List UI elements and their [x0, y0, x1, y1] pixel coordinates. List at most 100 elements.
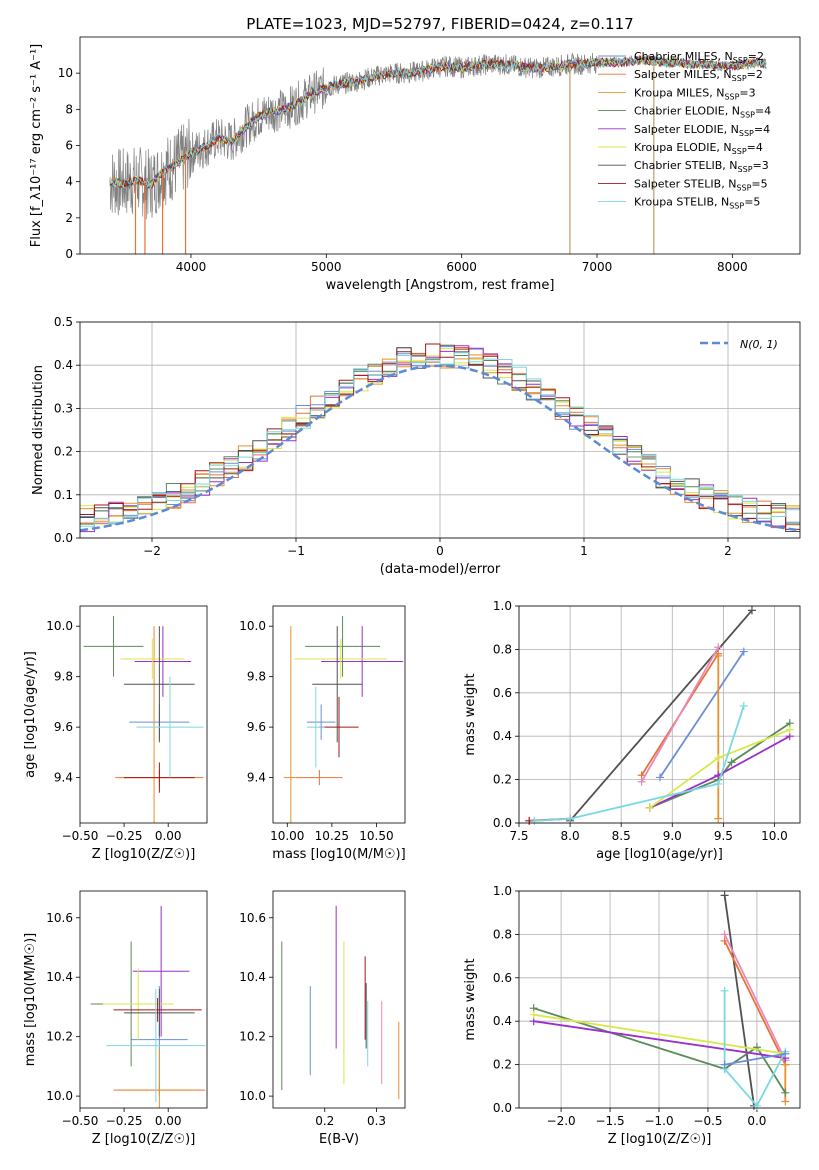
y-tick-label: 0.4: [493, 729, 512, 743]
x-tick-label: 6000: [446, 260, 477, 274]
legend-label: Salpeter MILES, NSSP=2: [634, 68, 763, 83]
weight-point-marker: [739, 701, 748, 710]
x-tick-label: 10.00: [270, 829, 304, 843]
x-tick-label: 1: [580, 544, 588, 558]
axes-frame: [518, 890, 801, 1109]
weight-point-marker: [739, 647, 748, 656]
weight-line: [659, 651, 745, 778]
y-tick-label: 0.0: [493, 816, 512, 830]
weight-point-marker: [781, 1088, 790, 1097]
y-tick-label: 10.6: [46, 911, 73, 925]
weight-line: [533, 1020, 786, 1059]
weight-line: [569, 609, 753, 822]
weight-line: [533, 1013, 786, 1055]
weight-line: [724, 1052, 786, 1066]
y-tick-label: 0.6: [493, 686, 512, 700]
x-axis-label: wavelength [Angstrom, rest frame]: [326, 278, 555, 293]
legend-label: Chabrier STELIB, NSSP=3: [634, 159, 769, 174]
y-tick-label: 9.6: [247, 720, 266, 734]
axes-frame: [79, 890, 208, 1109]
legend-label: Kroupa ELODIE, NSSP=4: [634, 141, 763, 156]
weight-point-marker: [714, 814, 723, 823]
x-tick-label: −0.50: [62, 829, 99, 843]
y-tick-label: 6: [65, 139, 73, 153]
weight-point-marker: [720, 986, 729, 995]
weight-point-marker: [747, 606, 756, 615]
y-axis-label: mass weight: [463, 958, 478, 1040]
weight-point-marker: [714, 651, 723, 660]
y-tick-label: 0.2: [54, 445, 73, 459]
axes-frame: [272, 890, 406, 1109]
y-tick-label: 9.8: [247, 670, 266, 684]
x-tick-label: 0: [436, 544, 444, 558]
x-tick-label: 8.5: [612, 829, 631, 843]
y-tick-label: 1.0: [493, 884, 512, 898]
y-tick-label: 4: [65, 175, 73, 189]
axes-frame: [79, 605, 208, 824]
x-tick-label: 10.50: [359, 829, 393, 843]
x-axis-label: mass [log10(M/M☉)]: [272, 847, 405, 862]
x-tick-label: 5000: [311, 260, 342, 274]
y-axis-label: Flux [f_λ10⁻¹⁷ erg cm⁻² s⁻¹ A⁻¹]: [29, 44, 44, 248]
x-axis-label: (data-model)/error: [380, 562, 501, 577]
weight-line: [723, 895, 755, 1106]
y-tick-label: 10.0: [239, 619, 266, 633]
x-axis-label: Z [log10(Z/Z☉)]: [92, 847, 196, 862]
weight-point-marker: [637, 777, 646, 786]
weight-point-marker: [714, 779, 723, 788]
axes-frame: [79, 36, 801, 255]
figure-title: PLATE=1023, MJD=52797, FIBERID=0424, z=0…: [246, 15, 633, 33]
y-tick-label: 0.8: [493, 642, 512, 656]
x-tick-label: 0.2: [315, 1114, 334, 1128]
weight-point-marker: [530, 816, 539, 825]
y-tick-label: 0.6: [493, 971, 512, 985]
y-tick-label: 10.2: [239, 1030, 266, 1044]
axes-frame: [518, 605, 801, 824]
axes-frame: [79, 321, 801, 539]
y-tick-label: 1.0: [493, 599, 512, 613]
x-tick-label: 0.00: [155, 829, 182, 843]
y-tick-label: 0.0: [493, 1101, 512, 1115]
weight-line: [533, 1007, 787, 1094]
weight-point-marker: [727, 758, 736, 767]
x-tick-label: 9.5: [714, 829, 733, 843]
x-tick-label: −0.25: [106, 829, 143, 843]
weight-line: [534, 705, 745, 822]
weight-point-marker: [781, 1097, 790, 1106]
weight-point-marker: [781, 1049, 790, 1058]
x-tick-label: −2.0: [547, 1114, 576, 1128]
weight-point-marker: [752, 1101, 761, 1110]
weight-point-marker: [714, 753, 723, 762]
x-tick-label: 8000: [717, 260, 748, 274]
x-axis-label: Z [log10(Z/Z☉)]: [608, 1132, 712, 1147]
weight-point-marker: [714, 643, 723, 652]
weight-point-marker: [720, 930, 729, 939]
y-tick-label: 9.4: [247, 771, 266, 785]
histogram-step: [80, 343, 800, 530]
weight-point-marker: [785, 725, 794, 734]
y-tick-label: 0.8: [493, 927, 512, 941]
x-axis-label: age [log10(age/yr)]: [596, 847, 723, 862]
y-axis-label: mass [log10(M/M☉)]: [23, 933, 38, 1066]
x-axis-label: Z [log10(Z/Z☉)]: [92, 1132, 196, 1147]
legend-label: Kroupa MILES, NSSP=3: [634, 86, 756, 101]
x-tick-label: 10.0: [761, 829, 788, 843]
model-spectrum-line: [109, 54, 767, 190]
weight-line: [723, 934, 787, 1061]
y-tick-label: 0.4: [493, 1014, 512, 1028]
legend-label: Chabrier ELODIE, NSSP=4: [634, 105, 771, 120]
weight-line: [723, 940, 787, 1065]
histogram-step: [80, 352, 800, 527]
y-tick-label: 10.4: [239, 970, 266, 984]
x-axis-label: E(B-V): [319, 1132, 359, 1147]
x-tick-label: 8.0: [561, 829, 580, 843]
y-tick-label: 10.4: [46, 970, 73, 984]
y-tick-label: 0.4: [54, 358, 73, 372]
x-tick-label: −2: [143, 544, 161, 558]
y-tick-label: 10.0: [46, 619, 73, 633]
x-tick-label: 0.3: [367, 1114, 386, 1128]
y-axis-label: age [log10(age/yr)]: [23, 651, 38, 778]
weight-point-marker: [720, 1060, 729, 1069]
x-tick-label: 4000: [176, 260, 207, 274]
